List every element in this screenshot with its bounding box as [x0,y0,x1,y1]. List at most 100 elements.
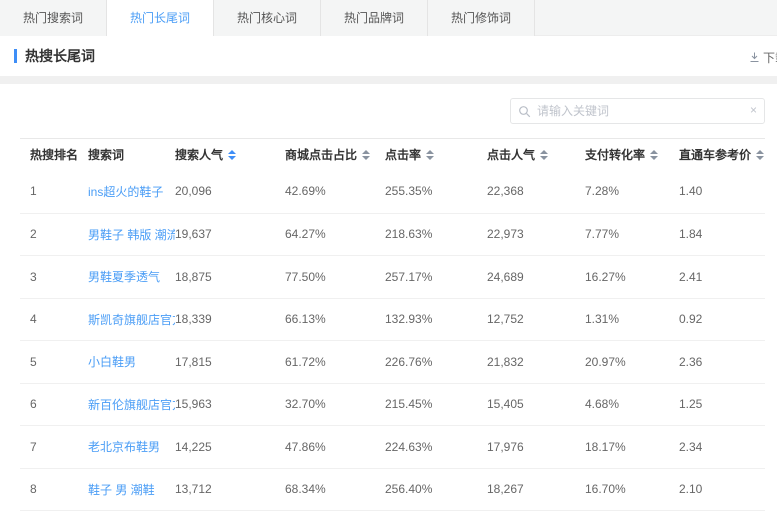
cell-ztc_price: 1.25 [679,397,703,412]
cell-search_popularity: 18,875 [175,269,212,284]
tab-bar: 热门搜索词 热门长尾词 热门核心词 热门品牌词 热门修饰词 [0,0,777,36]
cell-ztc_price: 1.40 [679,184,703,199]
cell-mall_click_ratio: 42.69% [285,184,326,199]
keyword-link[interactable]: 新百伦旗舰店官方正品 [88,397,175,412]
cell-search_popularity: 17,815 [175,354,212,369]
cell-ctr: 255.35% [385,184,433,199]
cell-mall_click_ratio: 32.70% [285,397,326,412]
column-header-label: 点击人气 [487,148,536,162]
cell-pay_conversion: 20.97% [585,354,626,369]
cell-search_popularity: 14,225 [175,439,212,454]
cell-click_popularity: 15,405 [487,397,524,412]
cell-ctr: 257.17% [385,269,433,284]
column-header-label: 热搜排名 [30,148,79,162]
table-row: 6 新百伦旗舰店官方正品15,963 32.70% 215.45% 15,405 4.68… [20,382,765,426]
cell-rank: 8 [30,482,37,497]
keyword-link[interactable]: 鞋子 男 潮鞋 [88,482,155,497]
column-header: 搜索词 [88,146,175,163]
tab-1[interactable]: 热门搜索词 [0,0,107,36]
sort-carets-icon[interactable] [540,149,549,160]
sort-carets-icon[interactable] [362,149,371,160]
cell-pay_conversion: 18.17% [585,439,626,454]
download-label: 下载 [762,51,777,65]
cell-ctr: 226.76% [385,354,433,369]
table-row: 4 斯凯奇旗舰店官方旗舰18,339 66.13% 132.93% 12,752 1.31… [20,297,765,341]
table-row: 8 鞋子 男 潮鞋 13,712 68.34% 256.40% 18,267 16.70% 2… [20,467,765,511]
cell-pay_conversion: 4.68% [585,397,620,412]
tab-2[interactable]: 热门长尾词 [107,0,214,36]
table-row: 1 ins超火的鞋子 20,096 42.69% 255.35% 22,368 7.28% 1… [20,170,765,213]
cell-rank: 1 [30,184,37,199]
section-divider [0,76,777,84]
cell-rank: 7 [30,439,37,454]
download-arrow-icon [750,52,759,62]
cell-search_popularity: 18,339 [175,312,212,327]
column-header-label: 点击率 [385,148,422,162]
cell-click_popularity: 21,832 [487,354,524,369]
cell-search_popularity: 20,096 [175,184,212,199]
cell-click_popularity: 22,368 [487,184,524,199]
cell-click_popularity: 12,752 [487,312,524,327]
tab-4[interactable]: 热门品牌词 [321,0,428,36]
cell-pay_conversion: 16.70% [585,482,626,497]
cell-ztc_price: 2.34 [679,439,703,454]
keyword-search: × [510,98,765,124]
cell-ctr: 224.63% [385,439,433,454]
cell-ztc_price: 2.10 [679,482,703,497]
cell-mall_click_ratio: 68.34% [285,482,326,497]
column-header[interactable]: 支付转化率 [585,146,679,163]
cell-search_popularity: 19,637 [175,227,212,242]
column-header[interactable]: 直通车参考价 [679,146,765,163]
keyword-link[interactable]: 小白鞋男 [88,355,137,370]
cell-click_popularity: 17,976 [487,439,524,454]
table-body: 1 ins超火的鞋子 20,096 42.69% 255.35% 22,368 7.28% 1… [20,170,765,511]
cell-pay_conversion: 16.27% [585,269,626,284]
cell-mall_click_ratio: 66.13% [285,312,326,327]
column-header[interactable]: 搜索人气 [175,146,285,163]
keyword-link[interactable]: 老北京布鞋男 [88,440,161,455]
cell-ztc_price: 2.36 [679,354,703,369]
table-row: 2 男鞋子 韩版 潮流 英...19,637 64.27% 218.63% 22,973… [20,212,765,256]
cell-ztc_price: 1.84 [679,227,703,242]
download-button[interactable]: 下载 [749,49,777,66]
sort-carets-icon[interactable] [228,149,237,160]
cell-click_popularity: 18,267 [487,482,524,497]
column-header[interactable]: 商城点击占比 [285,146,385,163]
page-title: 热搜长尾词 [25,48,95,64]
cell-mall_click_ratio: 77.50% [285,269,326,284]
keyword-link[interactable]: 男鞋子 韩版 潮流 英... [88,227,175,242]
cell-ctr: 215.45% [385,397,433,412]
cell-search_popularity: 15,963 [175,397,212,412]
cell-click_popularity: 22,973 [487,227,524,242]
table-row: 3 男鞋夏季透气 18,875 77.50% 257.17% 24,689 16.27% 2.… [20,255,765,298]
column-header: 热搜排名 [30,146,88,163]
cell-ctr: 218.63% [385,227,433,242]
sort-carets-icon[interactable] [650,149,659,160]
column-header-label: 搜索词 [88,148,125,162]
column-header[interactable]: 点击率 [385,146,487,163]
cell-search_popularity: 13,712 [175,482,212,497]
table-row: 5 小白鞋男 17,815 61.72% 226.76% 21,832 20.97% 2.36 [20,340,765,383]
tab-5[interactable]: 热门修饰词 [428,0,535,36]
tab-3[interactable]: 热门核心词 [214,0,321,36]
title-marker [14,49,17,63]
cell-mall_click_ratio: 47.86% [285,439,326,454]
cell-pay_conversion: 1.31% [585,312,620,327]
cell-mall_click_ratio: 64.27% [285,227,326,242]
cell-rank: 6 [30,397,37,412]
cell-ctr: 132.93% [385,312,433,327]
column-header[interactable]: 点击人气 [487,146,585,163]
sort-carets-icon[interactable] [426,149,435,160]
column-header-label: 搜索人气 [175,148,224,162]
keyword-link[interactable]: ins超火的鞋子 [88,184,164,199]
section-header: 热搜长尾词 下载 [0,36,777,76]
cell-ctr: 256.40% [385,482,433,497]
column-header-label: 支付转化率 [585,148,646,162]
clear-icon[interactable]: × [749,103,757,117]
search-input[interactable] [510,98,765,124]
keyword-link[interactable]: 斯凯奇旗舰店官方旗舰 [88,312,175,327]
cell-rank: 3 [30,269,37,284]
sort-carets-icon[interactable] [756,149,765,160]
keyword-link[interactable]: 男鞋夏季透气 [88,270,161,285]
column-header-label: 商城点击占比 [285,148,358,162]
